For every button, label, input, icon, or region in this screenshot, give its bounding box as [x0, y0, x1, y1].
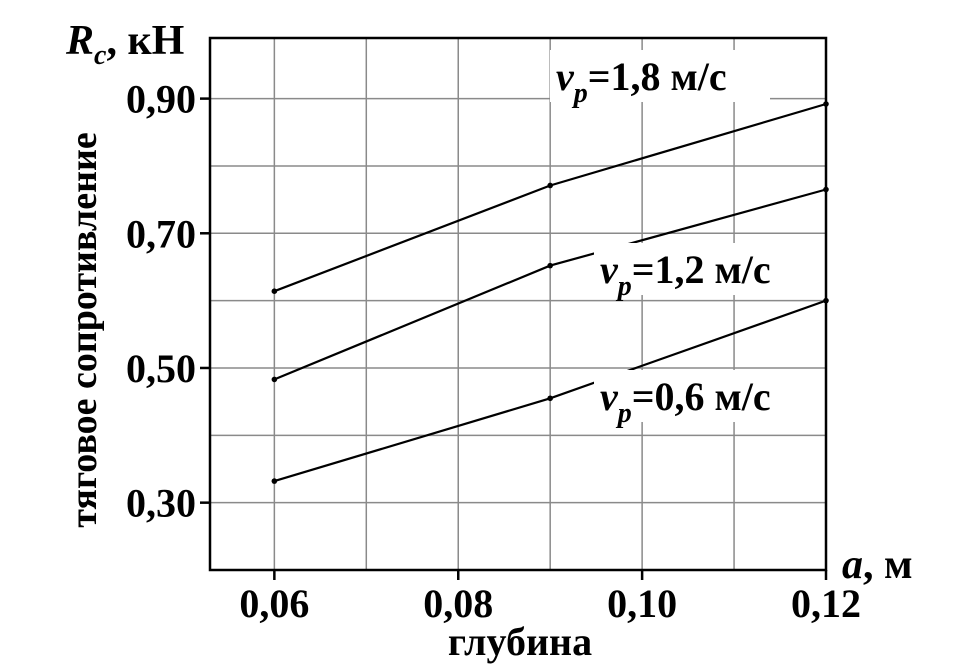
y-tick-label: 0,50: [126, 346, 196, 391]
y-axis-symbol-label: Rc, кН: [65, 18, 184, 71]
series-label: vp=1,2 м/с: [600, 247, 771, 302]
y-axis-symbol: R: [65, 18, 94, 64]
series-label-value: =0,6 м/с: [632, 374, 771, 419]
series-label-sub: p: [572, 78, 588, 109]
y-tick-labels: 0,30 0,50 0,70 0,90: [126, 77, 210, 526]
plot-frame: [208, 36, 828, 572]
data-point: [271, 288, 278, 295]
x-tick-label: 0,06: [239, 581, 309, 626]
x-axis-symbol-label: a, м: [842, 542, 913, 588]
series-label-symbol: v: [556, 54, 575, 99]
x-tick-label: 0,12: [791, 581, 861, 626]
series-label: vp=0,6 м/с: [600, 374, 771, 429]
y-axis-symbol-sub: c: [94, 40, 107, 71]
series-label-value: =1,8 м/с: [588, 54, 727, 99]
series-label-symbol: v: [600, 247, 619, 292]
x-axis-title: глубина: [448, 619, 592, 664]
y-axis-unit: , кН: [106, 18, 184, 64]
data-point: [271, 376, 278, 383]
series-lines: [271, 101, 829, 484]
data-point: [547, 395, 553, 402]
series-labels: vp=1,8 м/сvp=1,2 м/сvp=0,6 м/с: [550, 50, 814, 429]
y-tick-label: 0,70: [126, 211, 196, 256]
grid: [210, 38, 826, 570]
x-tick-labels: 0,06 0,08 0,10 0,12: [239, 570, 861, 626]
data-point: [547, 182, 553, 189]
series-label-sub: p: [616, 398, 632, 429]
series-label: vp=1,8 м/с: [556, 54, 727, 109]
x-tick-label: 0,08: [423, 581, 493, 626]
series-label-background: [594, 243, 814, 295]
x-axis-unit: , м: [863, 542, 913, 588]
series-label-sub: p: [616, 271, 632, 302]
data-point: [547, 262, 553, 269]
series-label-symbol: v: [600, 374, 619, 419]
series-label-background: [550, 50, 770, 102]
series-label-value: =1,2 м/с: [632, 247, 771, 292]
y-tick-label: 0,30: [126, 481, 196, 526]
y-axis-title: тяговое сопротивление: [63, 132, 105, 528]
series-label-background: [594, 370, 814, 422]
y-tick-label: 0,90: [126, 77, 196, 122]
x-tick-label: 0,10: [607, 581, 677, 626]
data-point: [271, 478, 278, 484]
x-axis-symbol: a: [842, 542, 863, 588]
